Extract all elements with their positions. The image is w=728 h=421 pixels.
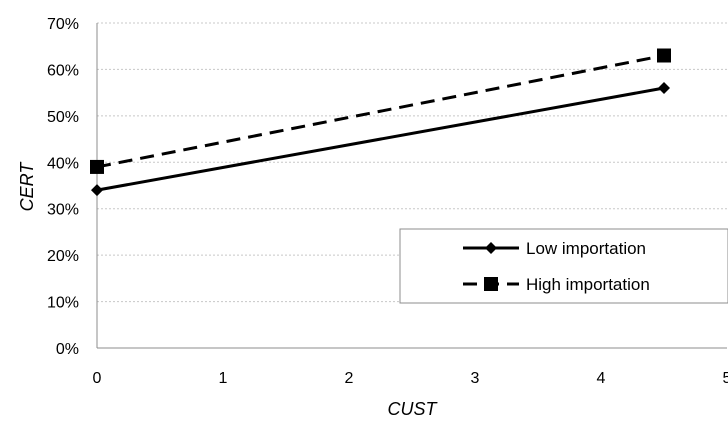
data-point bbox=[91, 184, 103, 197]
y-tick-label: 40% bbox=[47, 155, 79, 172]
y-tick-label: 20% bbox=[47, 248, 79, 265]
data-point bbox=[90, 159, 104, 174]
x-tick-label: 2 bbox=[345, 370, 354, 387]
x-tick-label: 1 bbox=[219, 370, 228, 387]
legend-box bbox=[399, 228, 728, 304]
y-tick-labels: 0% 10% 20% 30% 40% 50% 60% 70% bbox=[47, 16, 79, 358]
y-tick-label: 70% bbox=[47, 16, 79, 33]
y-tick-label: 10% bbox=[47, 295, 79, 312]
legend: Low importation High importation bbox=[399, 228, 728, 304]
y-tick-label: 30% bbox=[47, 202, 79, 219]
data-point bbox=[657, 48, 671, 63]
y-tick-label: 60% bbox=[47, 62, 79, 79]
series-low-importation bbox=[91, 82, 670, 197]
y-tick-label: 50% bbox=[47, 109, 79, 126]
y-axis-title: CERT bbox=[17, 161, 37, 212]
legend-marker-low-importation bbox=[485, 242, 497, 254]
x-tick-label: 0 bbox=[93, 370, 102, 387]
series-line-low-importation bbox=[96, 86, 665, 192]
legend-marker-high-importation bbox=[484, 277, 498, 291]
legend-label: High importation bbox=[526, 275, 650, 294]
x-tick-label: 5 bbox=[723, 370, 728, 387]
x-tick-labels: 0 1 2 3 4 5 bbox=[93, 370, 728, 387]
data-point bbox=[658, 82, 670, 94]
x-tick-label: 3 bbox=[471, 370, 480, 387]
y-tick-label: 0% bbox=[56, 341, 79, 358]
x-tick-label: 4 bbox=[597, 370, 606, 387]
legend-label: Low importation bbox=[526, 239, 646, 258]
series-layer bbox=[90, 48, 671, 197]
series-high-importation bbox=[90, 48, 671, 174]
x-axis-title: CUST bbox=[388, 399, 439, 419]
series-line-high-importation bbox=[96, 54, 665, 169]
